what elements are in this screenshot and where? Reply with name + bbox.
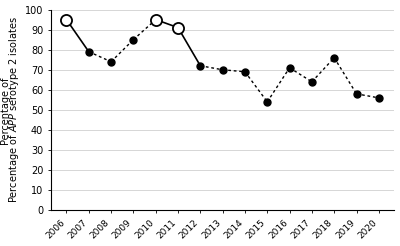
Text: Percentage of: Percentage of <box>1 75 11 145</box>
Y-axis label: Percentage of $\mathit{APP}$ serotype 2 isolates: Percentage of $\mathit{APP}$ serotype 2 … <box>7 16 21 203</box>
